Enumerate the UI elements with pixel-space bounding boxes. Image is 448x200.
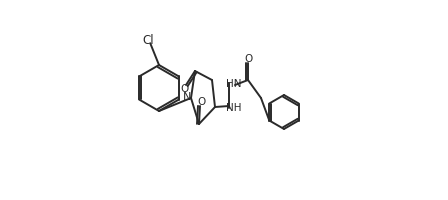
Text: O: O [245, 54, 253, 64]
Text: O: O [180, 84, 188, 94]
Text: NH: NH [226, 103, 241, 113]
Text: O: O [197, 97, 205, 107]
Text: Cl: Cl [142, 34, 154, 47]
Text: HN: HN [226, 79, 241, 89]
Text: N: N [182, 92, 191, 102]
